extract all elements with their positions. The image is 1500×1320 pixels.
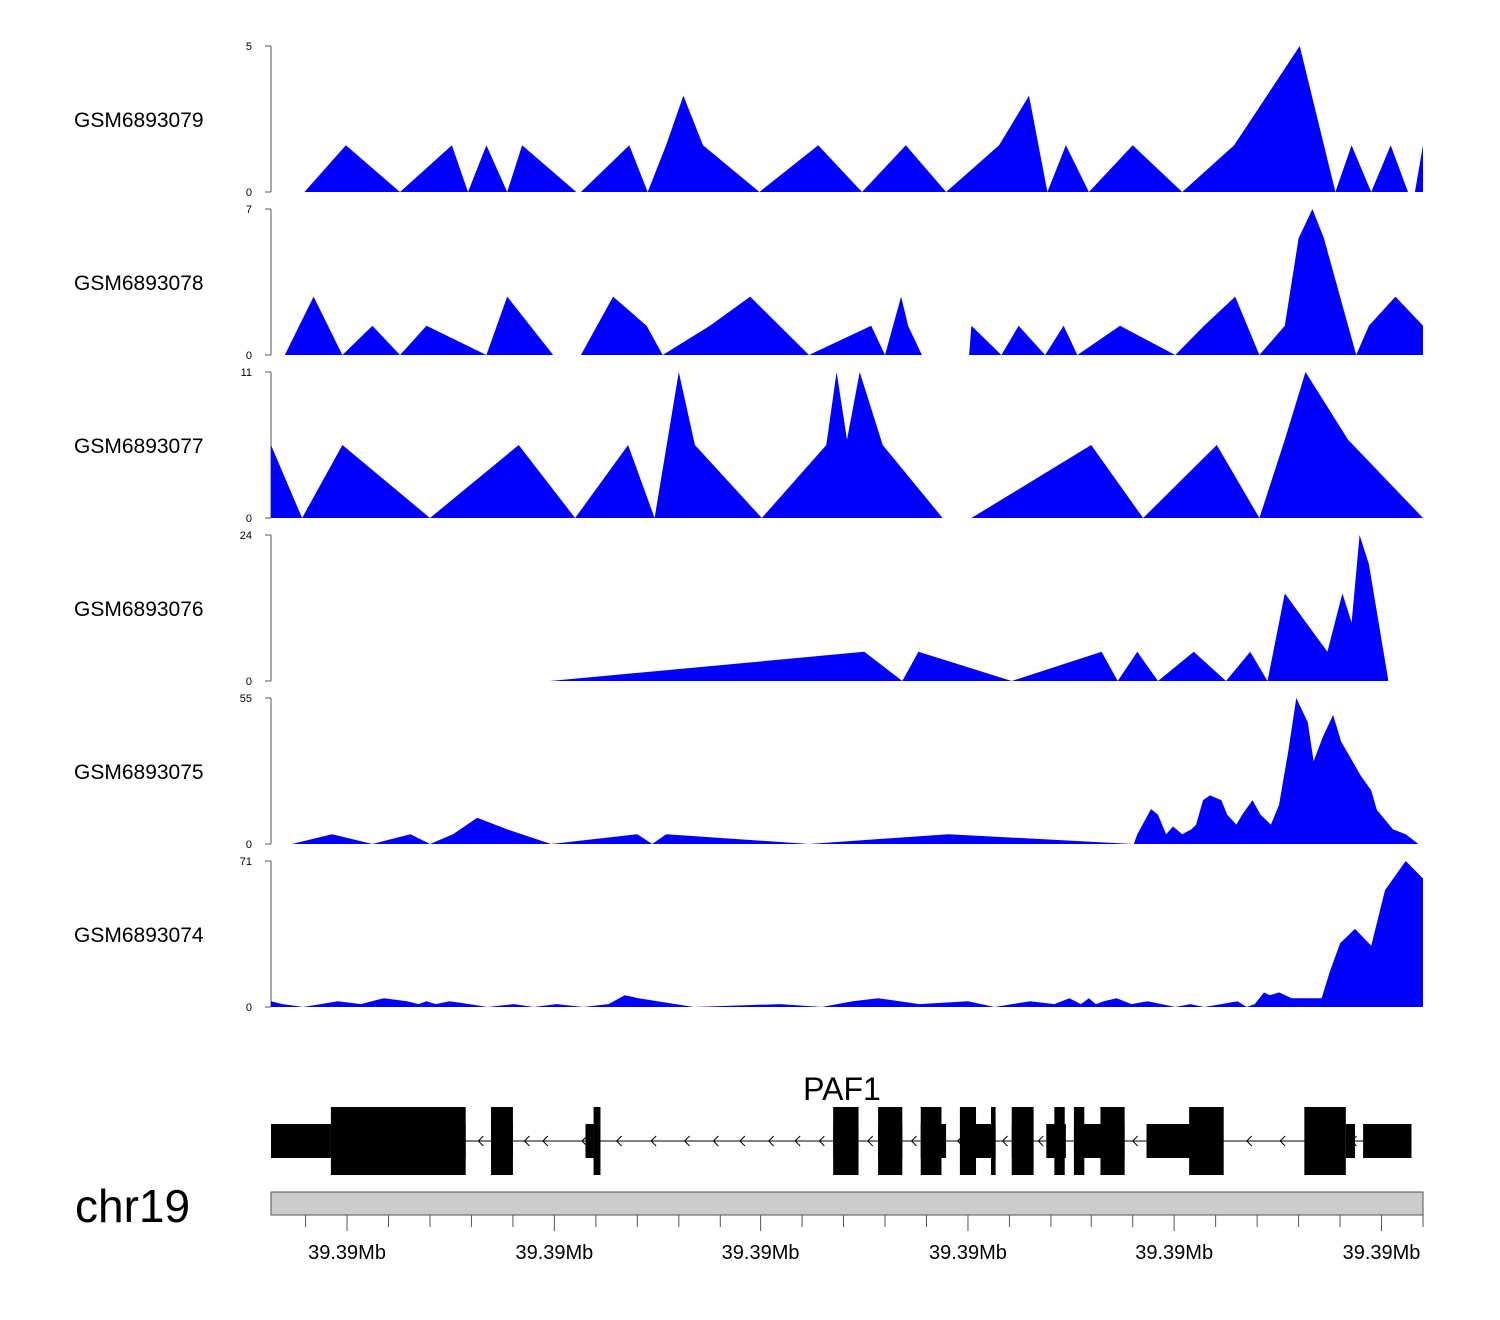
- strand-arrow: [1246, 1135, 1253, 1147]
- coding-exon: [1345, 1124, 1356, 1158]
- strand-arrow: [477, 1135, 484, 1147]
- strand-arrow: [683, 1135, 690, 1147]
- strand-arrow: [1131, 1135, 1139, 1147]
- y-tick-label-min: 0: [246, 513, 252, 525]
- gene-label: PAF1: [803, 1071, 881, 1107]
- coding-exon: [330, 1107, 466, 1175]
- coverage-area: [271, 372, 1423, 518]
- chromosome-axis: chr19 39.39Mb 39.39Mb 39.39Mb 39.39Mb 39.39M…: [75, 1180, 1424, 1264]
- coding-exon: [1011, 1107, 1034, 1175]
- coding-exon: [1054, 1107, 1065, 1175]
- track-GSM6893076: GSM6893076 24 0: [74, 530, 1423, 688]
- coding-exon: [1206, 1107, 1224, 1175]
- gene-model-track: PAF1: [271, 1071, 1412, 1175]
- x-tick-label: 39.39Mb: [515, 1242, 593, 1264]
- strand-arrow: [542, 1135, 549, 1147]
- strand-arrow: [650, 1135, 657, 1147]
- utr-exon: [271, 1124, 331, 1158]
- coding-exon: [1189, 1107, 1209, 1175]
- y-tick-label-min: 0: [246, 350, 252, 362]
- strand-arrow: [1001, 1135, 1008, 1147]
- x-tick-label: 39.39Mb: [1135, 1242, 1213, 1264]
- track-GSM6893079: GSM6893079 5 0: [74, 41, 1423, 199]
- coverage-area: [304, 46, 1423, 192]
- chromosome-ideogram: [270, 1191, 1424, 1216]
- coverage-area: [291, 698, 1424, 844]
- coverage-area: [549, 535, 1423, 681]
- coding-exon: [920, 1107, 942, 1175]
- y-tick-label-max: 24: [240, 530, 252, 542]
- strand-arrow: [818, 1135, 825, 1147]
- strand-arrow: [712, 1135, 719, 1147]
- y-tick-label-max: 71: [240, 856, 252, 868]
- x-tick-label: 39.39Mb: [1343, 1242, 1421, 1264]
- track-GSM6893077: GSM6893077 11 0: [74, 367, 1423, 525]
- y-tick-label-min: 0: [246, 676, 252, 688]
- coding-exon: [972, 1124, 996, 1158]
- strand-arrow: [1037, 1135, 1044, 1147]
- utr-exon: [1363, 1124, 1412, 1158]
- x-tick-label: 39.39Mb: [308, 1242, 386, 1264]
- x-axis-ticks: 39.39Mb 39.39Mb 39.39Mb 39.39Mb 39.39Mb 39.39…: [305, 1215, 1424, 1264]
- coding-exon: [1073, 1107, 1085, 1175]
- y-tick-label-min: 0: [246, 839, 252, 851]
- strand-arrow: [910, 1135, 917, 1147]
- track-label: GSM6893074: [74, 924, 204, 947]
- strand-arrow: [739, 1135, 746, 1147]
- coding-exon: [491, 1107, 513, 1175]
- coding-exon: [1100, 1107, 1125, 1175]
- strand-arrow: [867, 1135, 874, 1147]
- strand-arrow: [581, 1135, 588, 1147]
- y-tick-label-max: 55: [240, 693, 252, 705]
- track-label: GSM6893079: [74, 109, 204, 132]
- coding-exon: [1304, 1107, 1346, 1175]
- track-label: GSM6893075: [74, 761, 204, 784]
- coding-exon: [991, 1107, 996, 1175]
- y-tick-label-max: 5: [246, 41, 252, 53]
- coding-exon: [959, 1107, 977, 1175]
- y-tick-label-min: 0: [246, 1002, 252, 1014]
- y-tick-label-max: 11: [241, 367, 252, 379]
- strand-arrow: [794, 1135, 801, 1147]
- strand-arrow: [1279, 1135, 1286, 1147]
- track-GSM6893075: GSM6893075 55 0: [74, 693, 1424, 851]
- track-label: GSM6893078: [74, 272, 204, 295]
- coding-exon: [878, 1107, 903, 1175]
- strand-arrow: [615, 1135, 622, 1147]
- strand-arrow: [767, 1135, 775, 1147]
- x-tick-label: 39.39Mb: [722, 1242, 800, 1264]
- coding-exon: [593, 1107, 601, 1175]
- strand-arrow: [523, 1135, 530, 1147]
- gene-structure: [271, 1107, 1412, 1175]
- coverage-tracks: GSM689307950GSM689307870GSM6893077110GSM…: [74, 41, 1424, 1014]
- coding-exon: [833, 1107, 859, 1175]
- track-GSM6893078: GSM6893078 7 0: [74, 204, 1423, 362]
- track-label: GSM6893076: [74, 598, 204, 621]
- track-label: GSM6893077: [74, 435, 204, 458]
- coverage-area: [271, 861, 1423, 1007]
- coverage-area: [284, 209, 1423, 355]
- coding-exon: [585, 1124, 594, 1158]
- x-tick-label: 39.39Mb: [929, 1242, 1007, 1264]
- y-tick-label-max: 7: [246, 204, 252, 216]
- track-GSM6893074: GSM6893074 71 0: [74, 856, 1423, 1014]
- chromosome-label: chr19: [75, 1180, 190, 1232]
- y-tick-label-min: 0: [246, 187, 252, 199]
